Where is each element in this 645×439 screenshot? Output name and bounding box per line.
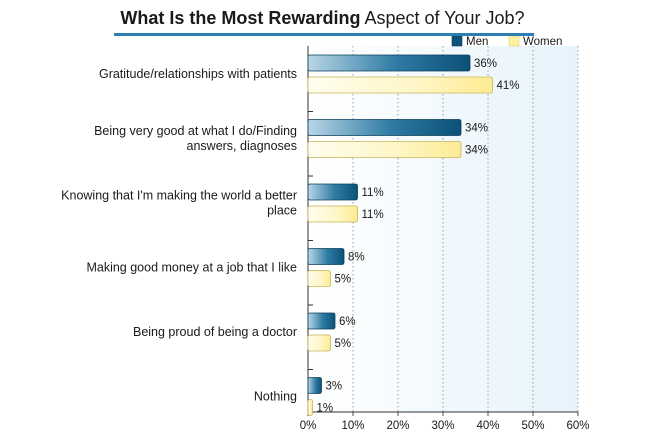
title-bold-part: What Is the Most Rewarding (120, 8, 361, 28)
legend-swatch-women (508, 36, 520, 47)
value-label: 8% (348, 252, 365, 264)
category-label: Being proud of being a doctor (133, 325, 297, 339)
bar-women (307, 270, 331, 287)
legend-label-women: Women (523, 36, 562, 48)
plot-background (308, 46, 578, 412)
value-label: 11% (362, 187, 384, 199)
bar-chart: 0% 10% 20% 30% 40% 50% 60% Gratitude/relations… (61, 36, 590, 432)
category-label: Gratitude/relationships with patients (99, 67, 297, 81)
category-label: Nothing (254, 390, 297, 404)
category-label: Being very good at what I do/Finding (94, 124, 297, 138)
category-label: Knowing that I'm making the world a bett… (61, 189, 297, 203)
bar-men (307, 248, 345, 265)
value-label: 5% (335, 274, 352, 286)
labels: Gratitude/relationships with patients 36%… (61, 58, 519, 415)
bar-men (307, 119, 462, 136)
value-label: 11% (362, 209, 384, 221)
value-label: 41% (497, 80, 520, 92)
bar-men (307, 312, 336, 330)
x-tick-label: 20% (386, 420, 409, 432)
title-underline (114, 33, 534, 36)
x-tick-label: 60% (566, 420, 589, 432)
category-label: Making good money at a job that I like (86, 261, 297, 275)
x-tick-label: 40% (476, 420, 499, 432)
bar-men (307, 183, 358, 201)
bar-women (307, 141, 462, 158)
chart-title-text: What Is the Most Rewarding Aspect of You… (0, 8, 645, 29)
legend: Men Women (451, 36, 562, 48)
value-label: 1% (317, 403, 334, 415)
value-label: 5% (335, 338, 352, 350)
bar-women (307, 334, 331, 352)
x-tick-label: 0% (300, 420, 317, 432)
chart-title: What Is the Most Rewarding Aspect of You… (0, 0, 645, 40)
x-tick-label: 30% (431, 420, 454, 432)
value-label: 3% (326, 381, 343, 393)
x-tick-label: 50% (521, 420, 544, 432)
value-label: 6% (339, 316, 356, 328)
legend-label-men: Men (466, 36, 488, 48)
bar-women (307, 76, 493, 94)
category-label: answers, diagnoses (187, 139, 297, 153)
bar-men (307, 377, 322, 394)
value-label: 34% (465, 145, 488, 157)
category-label: place (267, 204, 297, 218)
value-label: 34% (465, 123, 488, 135)
bars (307, 54, 493, 416)
bar-women (307, 399, 313, 416)
x-tick-label: 10% (341, 420, 364, 432)
gridlines: 0% 10% 20% 30% 40% 50% 60% (300, 46, 590, 432)
value-label: 36% (474, 58, 497, 70)
bar-women (307, 205, 358, 223)
title-regular-part: Aspect of Your Job? (360, 8, 525, 28)
legend-swatch-men (451, 36, 463, 47)
plot-area (308, 46, 578, 412)
bar-men (307, 54, 471, 72)
